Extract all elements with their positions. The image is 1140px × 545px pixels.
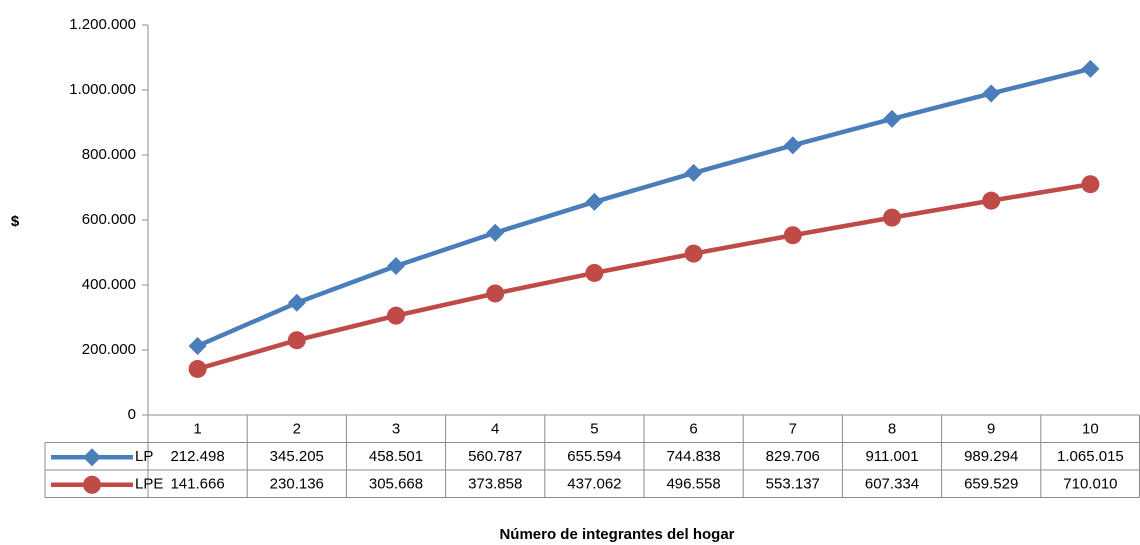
table-cell: 305.668 — [369, 476, 423, 493]
x-tick-label: 10 — [1082, 421, 1099, 438]
table-cell: 212.498 — [170, 448, 224, 465]
table-cell: 345.205 — [270, 448, 324, 465]
x-tick-label: 1 — [193, 421, 201, 438]
table-cell: 710.010 — [1063, 476, 1117, 493]
table-cell: 230.136 — [270, 476, 324, 493]
table-cell: 911.001 — [865, 448, 918, 465]
y-tick-label: 200.000 — [82, 341, 136, 358]
table-cell: 989.294 — [964, 448, 1018, 465]
table-cell: 437.062 — [567, 476, 621, 493]
x-tick-label: 4 — [491, 421, 499, 438]
marker — [486, 223, 505, 242]
y-axis-title: $ — [11, 213, 20, 230]
table-cell: 659.529 — [964, 476, 1018, 493]
table-cell: 553.137 — [766, 476, 820, 493]
legend-marker — [83, 475, 101, 494]
table-cell: 560.787 — [468, 448, 522, 465]
table-cell: 829.706 — [766, 448, 820, 465]
y-tick-label: 800.000 — [82, 146, 136, 163]
marker — [387, 306, 405, 325]
table-cell: 458.501 — [369, 448, 423, 465]
x-axis-title: Número de integrantes del hogar — [499, 526, 734, 543]
marker — [287, 331, 306, 350]
series-line — [196, 66, 1091, 349]
table-cell: 744.838 — [666, 448, 720, 465]
marker — [883, 109, 901, 128]
table-cell: 496.558 — [666, 476, 720, 493]
y-tick-label: 0 — [128, 406, 136, 423]
marker — [585, 192, 604, 211]
legend-label: LP — [135, 448, 153, 465]
marker — [783, 136, 802, 155]
legend-label: LPE — [135, 476, 163, 493]
marker — [387, 256, 405, 275]
x-tick-label: 2 — [293, 421, 301, 438]
marker — [486, 284, 505, 303]
marker — [1081, 59, 1100, 78]
legend-marker — [83, 448, 101, 467]
x-tick-label: 3 — [392, 421, 400, 438]
series-line — [196, 182, 1091, 372]
marker — [1081, 175, 1100, 194]
marker — [684, 163, 703, 182]
x-tick-label: 7 — [789, 421, 797, 438]
x-tick-label: 5 — [590, 421, 598, 438]
marker — [982, 84, 1001, 103]
table-cell: 373.858 — [468, 476, 522, 493]
table-cell: 1.065.015 — [1057, 448, 1124, 465]
y-tick-label: 400.000 — [82, 276, 136, 293]
y-tick-label: 600.000 — [82, 211, 136, 228]
marker — [684, 244, 703, 263]
marker — [585, 263, 604, 282]
y-tick-label: 1.000.000 — [69, 81, 136, 98]
y-tick-label: 1.200.000 — [69, 16, 136, 33]
marker — [287, 293, 306, 312]
x-tick-label: 8 — [888, 421, 896, 438]
table-cell: 655.594 — [567, 448, 621, 465]
x-tick-label: 6 — [689, 421, 697, 438]
x-tick-label: 9 — [987, 421, 995, 438]
marker — [188, 336, 207, 355]
marker — [783, 226, 802, 245]
marker — [982, 191, 1001, 210]
marker — [883, 208, 901, 227]
marker — [188, 359, 207, 378]
table-cell: 141.666 — [170, 476, 224, 493]
table-cell: 607.334 — [865, 476, 919, 493]
